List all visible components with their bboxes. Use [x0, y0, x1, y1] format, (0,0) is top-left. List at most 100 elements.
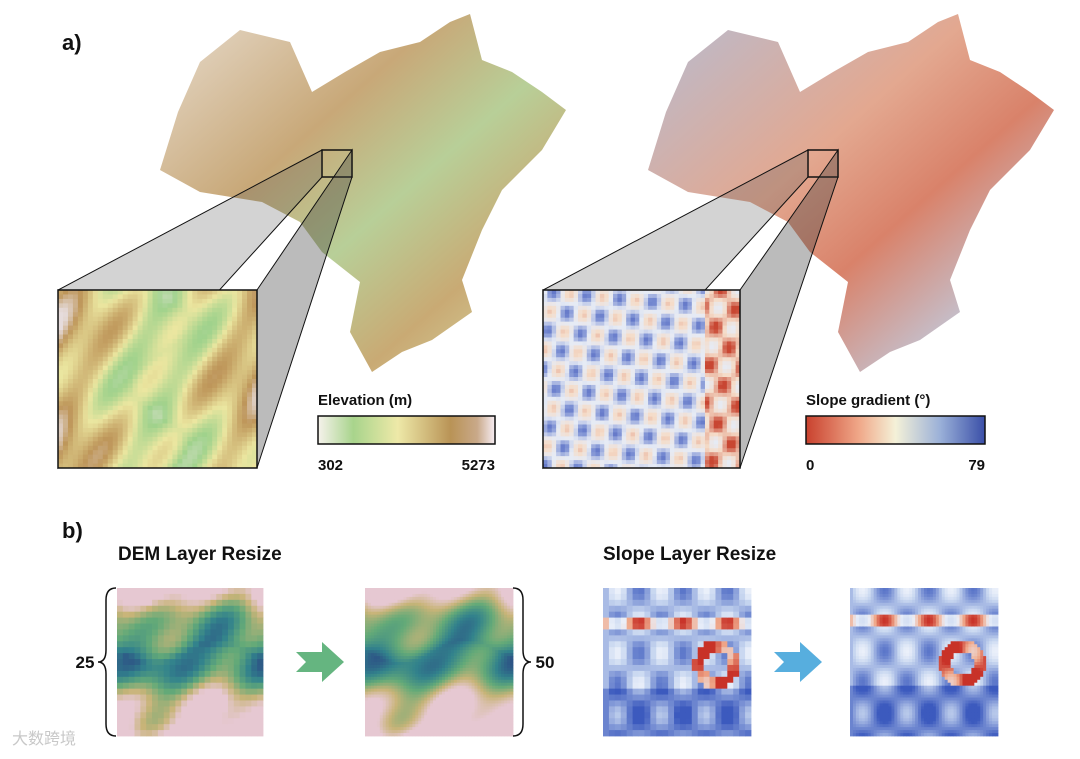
pixel — [162, 459, 167, 464]
pixel — [565, 337, 570, 341]
pixel — [652, 377, 657, 381]
pixel — [129, 594, 135, 600]
pixel — [574, 373, 579, 377]
pixel — [197, 299, 202, 304]
pixel — [648, 306, 653, 310]
pixel — [403, 588, 406, 591]
pixel — [582, 365, 587, 369]
pixel — [247, 361, 252, 366]
pixel — [718, 369, 723, 373]
pixel — [398, 695, 401, 698]
pixel — [210, 706, 216, 712]
pixel — [644, 460, 649, 464]
pixel — [143, 432, 148, 437]
pixel — [692, 424, 697, 428]
pixel — [152, 683, 158, 689]
pixel — [631, 302, 636, 306]
pixel — [78, 326, 83, 331]
pixel — [561, 428, 566, 432]
pixel — [210, 647, 216, 653]
pixel — [197, 446, 202, 451]
pixel — [582, 456, 587, 460]
pixel — [247, 410, 252, 415]
pixel — [177, 299, 182, 304]
pixel — [661, 373, 666, 377]
pixel — [652, 401, 657, 405]
pixel — [237, 375, 242, 380]
pixel — [631, 393, 636, 397]
pixel — [392, 612, 395, 615]
pixel — [392, 629, 395, 632]
pixel — [78, 317, 83, 322]
pixel — [401, 621, 404, 624]
pixel — [648, 337, 653, 341]
pixel — [705, 294, 710, 298]
pixel — [232, 375, 237, 380]
pixel — [251, 683, 257, 689]
pixel — [216, 641, 222, 647]
pixel — [683, 432, 688, 436]
pixel — [182, 428, 187, 433]
pixel — [631, 330, 636, 334]
pixel — [731, 436, 736, 440]
pixel — [365, 718, 368, 721]
pixel — [58, 455, 63, 460]
pixel — [591, 385, 596, 389]
pixel — [622, 298, 627, 302]
pixel — [251, 671, 257, 677]
pixel — [83, 326, 88, 331]
pixel — [626, 401, 631, 405]
pixel — [552, 381, 557, 385]
pixel — [103, 321, 108, 326]
pixel — [205, 724, 211, 730]
pixel — [182, 388, 187, 393]
pixel — [674, 428, 679, 432]
pixel — [216, 606, 222, 612]
pixel — [192, 379, 197, 384]
pixel — [727, 337, 732, 341]
pixel — [158, 689, 164, 695]
pixel — [217, 383, 222, 388]
pixel — [406, 612, 409, 615]
pixel — [403, 733, 406, 736]
pixel — [398, 659, 401, 662]
pixel — [635, 385, 640, 389]
pixel — [237, 379, 242, 384]
pixel — [639, 353, 644, 357]
pixel — [600, 341, 605, 345]
pixel — [234, 647, 240, 653]
pixel — [398, 721, 401, 724]
pixel — [68, 419, 73, 424]
pixel — [389, 647, 392, 650]
pixel — [565, 460, 570, 464]
pixel — [574, 341, 579, 345]
pixel — [73, 339, 78, 344]
pixel — [377, 597, 380, 600]
pixel — [138, 326, 143, 331]
pixel — [718, 306, 723, 310]
pixel — [727, 357, 732, 361]
pixel — [247, 366, 252, 371]
pixel — [395, 724, 398, 727]
pixel — [207, 303, 212, 308]
pixel — [88, 459, 93, 464]
pixel — [714, 294, 719, 298]
pixel — [146, 724, 152, 730]
pixel — [714, 310, 719, 314]
pixel — [622, 401, 627, 405]
pixel — [644, 381, 649, 385]
pixel — [175, 683, 181, 689]
pixel — [613, 444, 618, 448]
pixel — [365, 618, 368, 621]
pixel — [374, 671, 377, 674]
pixel — [657, 302, 662, 306]
pixel — [212, 330, 217, 335]
pixel — [626, 409, 631, 413]
pixel — [609, 409, 614, 413]
pixel — [374, 600, 377, 603]
pixel — [88, 343, 93, 348]
pixel — [552, 345, 557, 349]
pixel — [177, 352, 182, 357]
pixel — [245, 606, 251, 612]
pixel — [613, 334, 618, 338]
